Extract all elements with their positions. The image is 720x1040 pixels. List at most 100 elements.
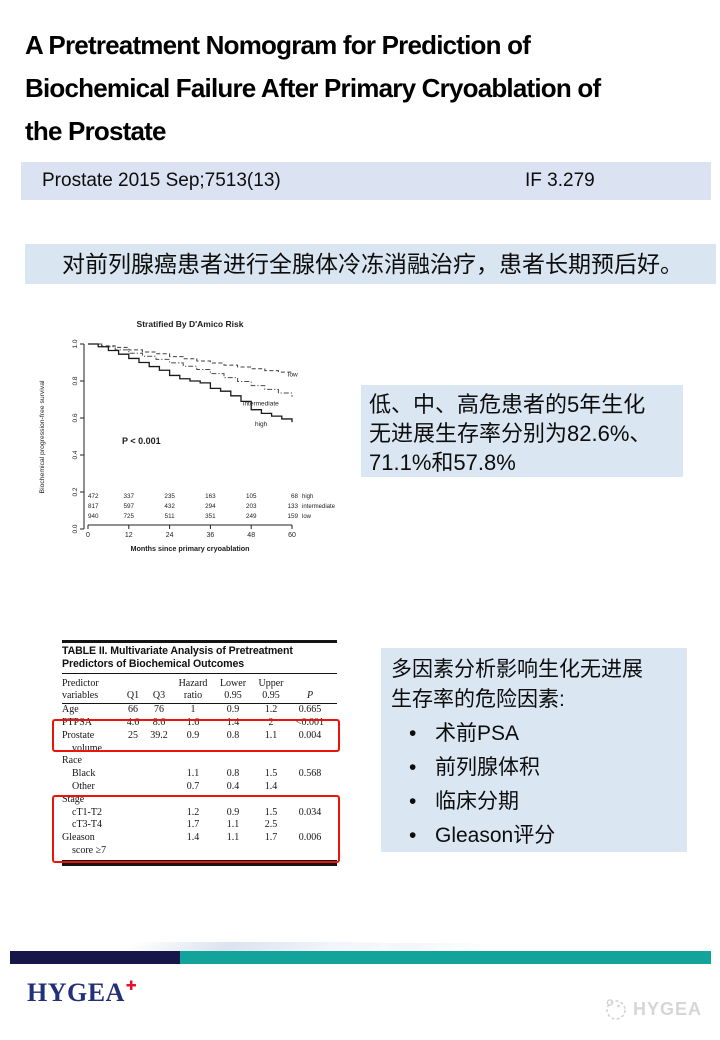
table-cell-value: 1.6 [186, 716, 200, 728]
table-title: TABLE II. Multivariate Analysis of Pretr… [62, 645, 337, 670]
table-cell-value [214, 755, 252, 768]
table-cell-value [120, 768, 146, 781]
summary-banner: 对前列腺癌患者进行全腺体冷冻消融治疗，患者长期预后好。 [25, 244, 716, 284]
km-x-tick-label: 0 [86, 532, 90, 539]
table-row: PTPSA 4.6 8.6 1.6 1.4 2 <0.001 [62, 717, 337, 730]
medical-cross-icon: ✚ [125, 979, 138, 994]
km-at-risk-value: 597 [124, 503, 135, 510]
table-cell-predictor: Age [62, 704, 79, 716]
km-at-risk-value: 294 [205, 503, 216, 510]
km-at-risk-label: low [302, 514, 312, 520]
hygea-globe-icon [606, 999, 626, 1020]
paper-title-line-2: Biochemical Failure After Primary Cryoab… [25, 73, 601, 103]
table-bottom-rule [62, 859, 337, 866]
table-cell-predictor: Stage [62, 793, 85, 805]
table-row: Black 1.1 0.8 1.5 0.568 [62, 768, 337, 781]
table-cell-value: 0.004 [298, 729, 322, 741]
km-x-tick-label: 48 [247, 532, 255, 539]
km-at-risk-label: intermediate [302, 504, 336, 510]
km-x-axis-label: Months since primary cryoablation [130, 544, 249, 553]
table-cell-value [252, 755, 290, 768]
km-chart-title: Stratified By D'Amico Risk [137, 319, 244, 329]
table-cell-value: 1.7 [264, 832, 278, 844]
table-cell-value: 1.1 [226, 819, 240, 831]
footer-bar-teal [180, 951, 711, 964]
finding-box-survival-rates: 低、中、高危患者的5年生化 无进展生存率分别为82.6%、 71.1%和57.8… [361, 385, 683, 477]
highlight-box-stage-gleason [52, 795, 340, 863]
table-cell-value: 0.8 [226, 768, 240, 780]
journal-citation: Prostate 2015 Sep;7513(13) [42, 170, 281, 191]
paper-title: A Pretreatment Nomogram for Prediction o… [25, 24, 717, 153]
table-cell-value [146, 781, 172, 794]
km-at-risk-value: 511 [165, 513, 176, 520]
km-at-risk-value: 159 [287, 513, 298, 520]
table-column-header: Hazard ratio [178, 678, 208, 701]
table-title-line-1: TABLE II. Multivariate Analysis of Pretr… [62, 645, 293, 657]
finding-box-risk-factors: 多因素分析影响生化无进展 生存率的危险因素: 术前PSA 前列腺体积 临床分期 … [381, 648, 687, 853]
km-at-risk-value: 337 [124, 493, 135, 500]
table-cell-value: 0.006 [298, 832, 322, 844]
km-at-risk-label: high [302, 494, 313, 500]
survival-rates-line-3: 71.1%和57.8% [369, 450, 516, 475]
km-y-tick-label: 0.4 [72, 450, 79, 459]
table-cell-value: <0.001 [295, 716, 325, 728]
km-at-risk-value: 105 [246, 493, 257, 500]
km-x-tick-label: 60 [288, 532, 296, 539]
table-cell-value: 1.1 [226, 832, 240, 844]
footer-bar-navy [10, 951, 180, 964]
km-curve-label-high: high [255, 421, 268, 428]
table-cell-value: 1.4 [226, 716, 240, 728]
table-cell-predictor: PTPSA [62, 716, 93, 728]
footer-swoosh-decoration-2 [325, 943, 485, 951]
km-x-tick-label: 36 [207, 532, 215, 539]
km-y-axis-label: Biochemical progression-free survival [39, 380, 46, 493]
km-pvalue-annotation: P < 0.001 [122, 436, 161, 446]
km-curve-label-low: low [288, 372, 298, 379]
table-cell-value: 1 [190, 704, 196, 716]
table-row: Other 0.7 0.4 1.4 [62, 781, 337, 794]
table-cell-value: 8.6 [152, 716, 166, 728]
table-cell-value: 1.5 [264, 768, 278, 780]
table-cell-value: 1.7 [186, 819, 200, 831]
table-cell-value: 1.4 [186, 832, 200, 844]
table-row: cT1-T2 1.2 0.9 1.5 0.034 [62, 807, 337, 820]
table-cell-value [172, 755, 214, 768]
km-curve-low [88, 343, 293, 374]
risk-factors-heading-line-1: 多因素分析影响生化无进展 [391, 658, 643, 681]
table-cell-predictor: volume [72, 742, 102, 754]
paper-title-line-3: the Prostate [25, 116, 166, 146]
table-row: volume [62, 743, 337, 756]
table-cell-value [146, 768, 172, 781]
table-cell-value: 0.9 [226, 806, 240, 818]
table-header: Predictor variables Q1 Q3 Hazard ratio Lower… [62, 673, 337, 705]
table-cell-value: 0.7 [186, 780, 200, 792]
km-at-risk-value: 817 [88, 503, 99, 510]
table-cell-value [290, 781, 330, 794]
citation-bar: Prostate 2015 Sep;7513(13) IF 3.279 [21, 162, 711, 200]
hygea-logo-text: HYGEA [27, 978, 125, 1007]
km-at-risk-value: 235 [164, 493, 175, 500]
table-cell-predictor: Prostate [62, 729, 95, 741]
table-row: Prostate 25 39.2 0.9 0.8 1.1 0.004 [62, 730, 337, 743]
table-column-header: Q3 [152, 689, 166, 701]
km-at-risk-value: 203 [246, 503, 257, 510]
table-row: score ≥7 [62, 845, 337, 858]
km-at-risk-value: 163 [205, 493, 216, 500]
table-cell-value: 1.4 [264, 780, 278, 792]
highlight-box-psa-volume [52, 719, 340, 752]
table-cell-value: 0.8 [226, 729, 240, 741]
table-cell-value: 66 [128, 704, 138, 716]
table-column-header: Predictor variables [62, 678, 99, 701]
multivariate-table-figure: TABLE II. Multivariate Analysis of Pretr… [52, 640, 340, 866]
table-row: Stage [62, 794, 337, 807]
table-cell-value: 39.2 [150, 729, 168, 741]
table-row: Race [62, 755, 337, 768]
paper-title-line-1: A Pretreatment Nomogram for Prediction o… [25, 30, 531, 60]
table-cell-value [120, 755, 146, 768]
km-at-risk-value: 249 [246, 513, 257, 520]
table-row: Age 66 76 1 0.9 1.2 0.665 [62, 704, 337, 717]
table-cell-predictor: Gleason [62, 832, 95, 844]
table-cell-value: 0.4 [226, 780, 240, 792]
km-survival-chart: Stratified By D'Amico Risk 1.0 0.8 0.6 0.4 0.… [39, 319, 336, 553]
